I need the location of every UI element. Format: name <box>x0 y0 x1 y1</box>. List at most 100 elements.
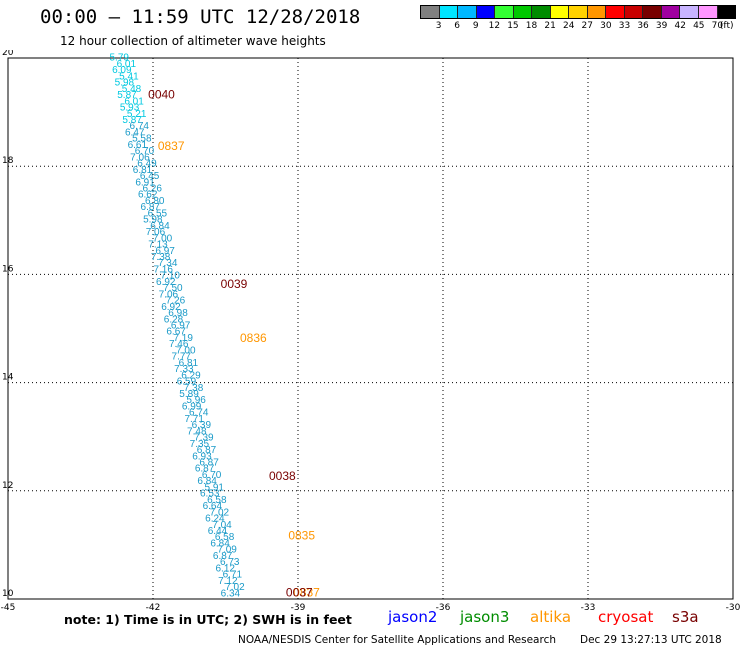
wave-height-reading: 6.53 <box>200 489 220 500</box>
wave-height-reading: 6.67 <box>166 327 186 338</box>
pass-time-label: 0040 <box>148 88 175 102</box>
color-scale-label: 15 <box>507 21 519 31</box>
pass-time-label: 0837 <box>293 585 320 599</box>
wave-height-reading: 7.06 <box>130 152 150 163</box>
color-swatch <box>569 6 588 18</box>
wave-height-reading: 6.29 <box>181 370 201 381</box>
wave-height-reading: 6.87 <box>195 464 215 475</box>
wave-height-reading: 6.93 <box>192 451 212 462</box>
longitude-tick-label: -30 <box>726 603 740 610</box>
wave-height-reading: 6.70 <box>135 146 155 157</box>
color-swatch <box>458 6 477 18</box>
latitude-labels: 10 12 14 16 18 20 <box>2 50 14 599</box>
longitude-tick-label: -33 <box>581 603 596 610</box>
wave-height-reading: 6.09 <box>112 65 132 76</box>
wave-height-reading: 6.91 <box>135 177 155 188</box>
color-scale-label: 18 <box>525 21 538 31</box>
legend-item-altika: altika <box>530 608 572 626</box>
legend-item-jason3: jason3 <box>460 608 510 626</box>
wave-height-reading: 7.12 <box>218 576 238 587</box>
wave-height-reading: 7.02 <box>210 507 230 518</box>
color-scale-label: 39 <box>655 21 668 31</box>
wave-height-reading: 6.81 <box>133 165 153 176</box>
latitude-tick-label: 10 <box>2 589 14 599</box>
color-swatch <box>661 6 681 18</box>
map-frame <box>7 57 734 600</box>
wave-height-reading: 7.13 <box>148 240 168 251</box>
wave-height-reading: 7.39 <box>194 433 214 444</box>
page-title: 00:00 – 11:59 UTC 12/28/2018 <box>40 6 361 28</box>
wave-height-reading: 6.73 <box>220 557 240 568</box>
wave-height-reading: 5.87 <box>117 90 137 101</box>
color-swatch <box>532 6 551 18</box>
longitude-tick-label: -36 <box>436 603 451 610</box>
wave-height-reading: 7.71 <box>184 414 204 425</box>
color-swatch <box>513 6 533 18</box>
wave-height-reading: 5.58 <box>132 134 152 145</box>
latitude-tick-label: 20 <box>2 50 14 58</box>
pass-time-label: 0837 <box>158 139 185 153</box>
color-scale-label: (ft) <box>719 21 734 31</box>
wave-height-reading: 6.24 <box>205 514 225 525</box>
wave-height-reading: 5.48 <box>122 84 142 95</box>
wave-height-reading: 7.38 <box>184 383 204 394</box>
longitude-labels: -45 -42 -39 -36 -33 -30 <box>1 603 740 610</box>
color-scale-label: 12 <box>488 21 501 31</box>
wave-height-reading: 7.16 <box>153 264 173 275</box>
color-scale-label: 33 <box>618 21 631 31</box>
wave-height-reading: 7.10 <box>161 271 181 282</box>
color-swatch <box>495 6 514 18</box>
color-swatch <box>698 6 718 18</box>
color-swatch <box>421 6 440 18</box>
wave-height-reading: 7.02 <box>225 582 245 593</box>
wave-height-reading: 6.01 <box>117 59 137 70</box>
wave-height-reading: 7.77 <box>172 352 192 363</box>
wave-height-reading: 6.74 <box>130 121 150 132</box>
color-swatch <box>717 6 736 18</box>
color-swatch <box>680 6 699 18</box>
wave-height-reading: 7.46 <box>169 339 189 350</box>
wave-height-reading: 6.64 <box>203 501 223 512</box>
wave-height-reading: 7.35 <box>190 439 210 450</box>
wave-height-reading: 5.93 <box>120 103 140 114</box>
wave-height-reading: 7.34 <box>158 258 178 269</box>
wave-height-reading: 5.91 <box>204 482 224 493</box>
wave-height-reading: 6.84 <box>210 538 230 549</box>
latitude-tick-label: 18 <box>2 156 14 166</box>
wave-height-reading: 5.87 <box>122 115 142 126</box>
map-grid <box>8 58 733 599</box>
wave-height-reading: 6.39 <box>192 420 212 431</box>
legend-item-jason2: jason2 <box>388 608 438 626</box>
wave-height-reading: 5.41 <box>119 71 139 82</box>
wave-height-reading: 6.84 <box>150 221 170 232</box>
pass-time-label: 0835 <box>288 528 315 542</box>
wave-height-reading: 6.92 <box>156 277 176 288</box>
color-scale-boxes <box>420 5 736 19</box>
wave-height-reading: 5.98 <box>115 78 135 89</box>
wave-height-reading: 6.80 <box>145 196 165 207</box>
altimeter-track: 5.796.016.095.415.985.485.876.015.935.21… <box>110 53 246 600</box>
wave-height-reading: 6.44 <box>208 526 228 537</box>
credit-text: NOAA/NESDIS Center for Satellite Applica… <box>238 634 556 646</box>
wave-height-reading: 6.26 <box>142 183 162 194</box>
color-scale-label: 42 <box>674 21 686 31</box>
wave-height-reading: 6.45 <box>140 171 160 182</box>
color-scale-label: 24 <box>562 21 575 31</box>
pass-time-label: 0836 <box>240 331 267 345</box>
wave-height-reading: 5.21 <box>127 109 147 120</box>
pass-time-label: 0038 <box>269 469 296 483</box>
pass-time-label: 0037 <box>286 585 313 599</box>
legend-item-cryosat: cryosat <box>598 608 654 626</box>
color-scale-label: 27 <box>581 21 594 31</box>
wave-height-reading: 6.49 <box>137 159 157 170</box>
latitude-tick-label: 12 <box>2 481 13 491</box>
footnote: note: 1) Time is in UTC; 2) SWH is in fe… <box>64 612 352 627</box>
color-scale-label: 6 <box>454 21 461 31</box>
wave-height-reading: 6.84 <box>197 476 217 487</box>
wave-height-reading: 6.12 <box>215 563 235 574</box>
wave-height-reading: 5.89 <box>179 389 199 400</box>
wave-height-reading: 6.99 <box>182 401 202 412</box>
wave-height-reading: 7.48 <box>187 426 207 437</box>
wave-height-reading: 6.92 <box>161 302 181 313</box>
